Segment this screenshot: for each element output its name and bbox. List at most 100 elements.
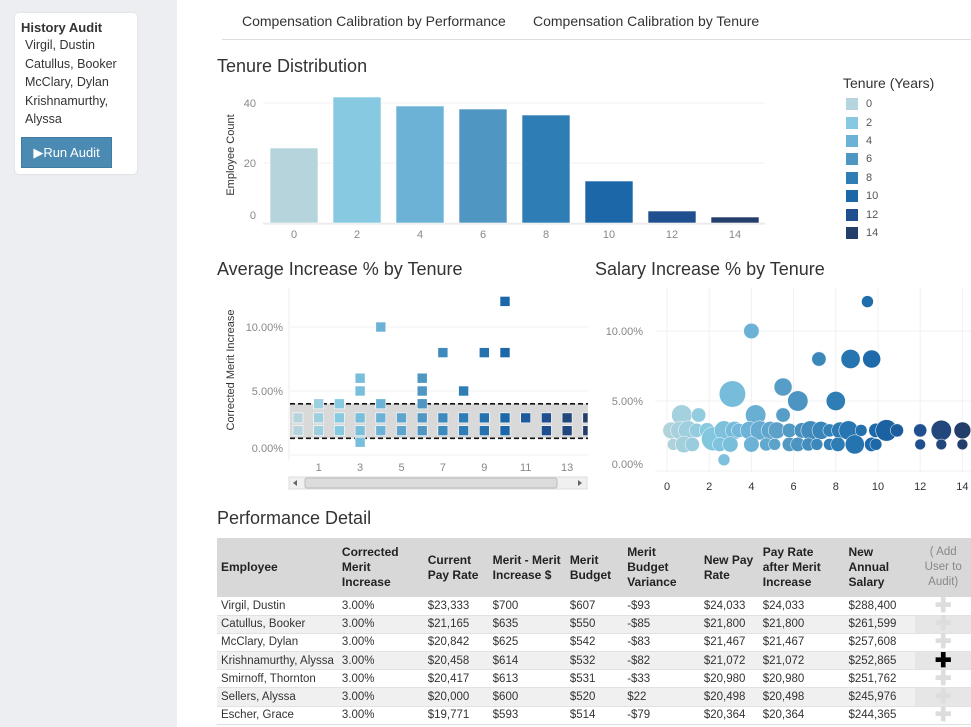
add-user-to-audit-button[interactable]: ✚ [915, 614, 971, 634]
data-point [437, 347, 449, 358]
tab-tenure[interactable]: Compensation Calibration by Tenure [533, 13, 760, 29]
data-point [354, 385, 366, 397]
data-point [313, 412, 325, 424]
add-user-to-audit-button[interactable]: ✚ [915, 704, 971, 727]
data-point [743, 322, 760, 340]
add-user-to-audit-button[interactable]: ✚ [915, 596, 971, 616]
table-cell: $245,976 [844, 687, 916, 707]
x-tick-label: 10 [872, 481, 884, 493]
data-point [520, 412, 532, 424]
x-tick-label: 0 [664, 481, 670, 493]
y-tick-label: 5.00% [252, 386, 283, 398]
x-tick-label: 11 [520, 462, 531, 474]
data-point [768, 438, 781, 451]
legend-item[interactable]: 2 [843, 113, 934, 131]
data-point [930, 419, 952, 441]
x-tick-label: 2 [706, 481, 712, 493]
data-point [354, 372, 366, 384]
table-cell: $21,467 [699, 633, 759, 653]
table-cell: 3.00% [337, 706, 424, 725]
y-tick-label: 20 [244, 158, 256, 170]
table-cell: $22 [623, 687, 700, 707]
legend-item[interactable]: 0 [843, 95, 934, 113]
legend-item[interactable]: 12 [843, 205, 934, 223]
y-tick-label: 0 [250, 210, 256, 222]
y-axis-label: Employee Count [225, 114, 237, 195]
legend-label: 10 [866, 190, 879, 203]
data-point [787, 390, 809, 412]
data-point [956, 438, 969, 451]
scrollbar-thumb[interactable] [304, 477, 558, 489]
legend-item[interactable]: 14 [843, 224, 934, 242]
data-point [499, 412, 511, 424]
data-point [458, 412, 469, 424]
table-cell: $20,000 [423, 687, 489, 707]
table-row: Smirnoff, Thornton 3.00% $20,417 $613 $531 -$… [217, 669, 971, 689]
column-header: New Pay Rate [699, 538, 759, 597]
data-point [913, 423, 928, 438]
legend-item[interactable]: 8 [843, 169, 934, 187]
data-point [743, 436, 760, 453]
y-axis-label: Corrected Merit Increase [225, 309, 237, 430]
data-point [840, 349, 861, 369]
audit-name: McClary, Dylan [25, 75, 109, 89]
legend-label: 12 [866, 208, 879, 221]
data-point [869, 438, 883, 451]
data-point [830, 436, 846, 452]
table-cell: $20,364 [758, 706, 845, 725]
x-tick-label: 4 [417, 229, 423, 241]
y-tick-label: 10.00% [246, 322, 284, 334]
add-user-to-audit-button[interactable]: ✚ [915, 669, 971, 689]
bar [458, 108, 508, 224]
legend-item[interactable]: 4 [843, 132, 934, 150]
add-user-to-audit-button[interactable]: ✚ [915, 687, 971, 707]
data-point [810, 438, 824, 451]
table-cell: $20,458 [423, 651, 489, 671]
legend-item[interactable]: 10 [843, 187, 934, 205]
table-cell: $550 [565, 615, 624, 634]
data-point [582, 412, 589, 424]
table-cell: -$85 [623, 615, 700, 634]
scroll-left-icon [293, 480, 297, 486]
table-row: Krishnamurthy, Alyssa 3.00% $20,458 $614 $53… [217, 651, 971, 671]
table-cell: $261,599 [844, 615, 916, 634]
add-user-to-audit-button[interactable]: ✚ [915, 651, 971, 671]
audit-name: Virgil, Dustin [25, 38, 95, 52]
tab-performance[interactable]: Compensation Calibration by Performance [242, 13, 506, 29]
audit-name: Alyssa [25, 112, 62, 126]
legend-swatch [846, 226, 858, 239]
y-tick-label: 40 [244, 98, 256, 110]
x-tick-label: 4 [748, 481, 754, 493]
table-cell: $24,033 [758, 597, 845, 616]
column-header: Merit Budget Variance [623, 538, 700, 597]
column-header: Employee [217, 538, 338, 597]
table-cell: 3.00% [337, 633, 424, 653]
table-cell: -$79 [623, 706, 700, 725]
play-icon: ▶ [33, 144, 44, 160]
data-point [334, 425, 345, 436]
scroll-right-icon [578, 480, 582, 486]
run-audit-button[interactable]: ▶ Run Audit [21, 137, 112, 168]
legend-label: 4 [866, 134, 873, 147]
data-point [811, 351, 827, 367]
data-point [890, 423, 904, 438]
table-cell: Sellers, Alyssa [217, 687, 338, 707]
data-point [561, 425, 573, 436]
add-user-to-audit-button[interactable]: ✚ [915, 632, 971, 652]
legend-label: 0 [866, 98, 873, 111]
data-point [914, 438, 926, 451]
x-tick-label: 12 [914, 481, 926, 493]
x-tick-label: 14 [729, 229, 741, 241]
table-cell: $532 [565, 651, 624, 671]
legend-swatch [846, 116, 858, 129]
table-cell: $593 [488, 706, 566, 725]
table-cell: $20,980 [699, 669, 759, 689]
table-cell: $625 [488, 633, 566, 653]
data-point [292, 412, 304, 424]
legend-item[interactable]: 6 [843, 150, 934, 168]
x-tick-label: 6 [480, 229, 486, 241]
plus-icon: ✚ [934, 704, 952, 727]
table-cell: $23,333 [423, 597, 489, 616]
x-tick-label: 13 [561, 462, 573, 474]
